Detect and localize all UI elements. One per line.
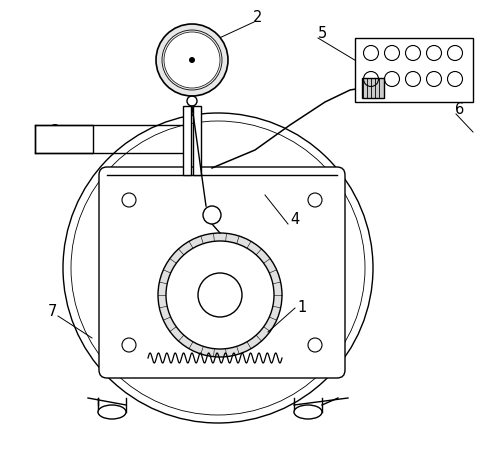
Text: 7: 7: [47, 305, 57, 320]
Bar: [183, 106, 191, 175]
Circle shape: [203, 206, 221, 224]
Text: 1: 1: [298, 301, 307, 316]
Circle shape: [166, 241, 274, 349]
Bar: [35, 125, 93, 153]
Circle shape: [189, 57, 195, 63]
Text: 6: 6: [455, 103, 465, 118]
Ellipse shape: [98, 405, 126, 419]
Bar: [355, 38, 473, 102]
Ellipse shape: [294, 405, 322, 419]
Text: 4: 4: [290, 212, 299, 227]
Bar: [362, 78, 384, 98]
Circle shape: [198, 273, 242, 317]
Circle shape: [158, 233, 282, 357]
Circle shape: [164, 32, 220, 88]
Text: 3: 3: [50, 124, 59, 139]
Circle shape: [156, 24, 228, 96]
Text: 5: 5: [317, 26, 327, 41]
Text: 2: 2: [253, 10, 263, 25]
FancyBboxPatch shape: [99, 167, 345, 378]
Bar: [193, 106, 201, 175]
